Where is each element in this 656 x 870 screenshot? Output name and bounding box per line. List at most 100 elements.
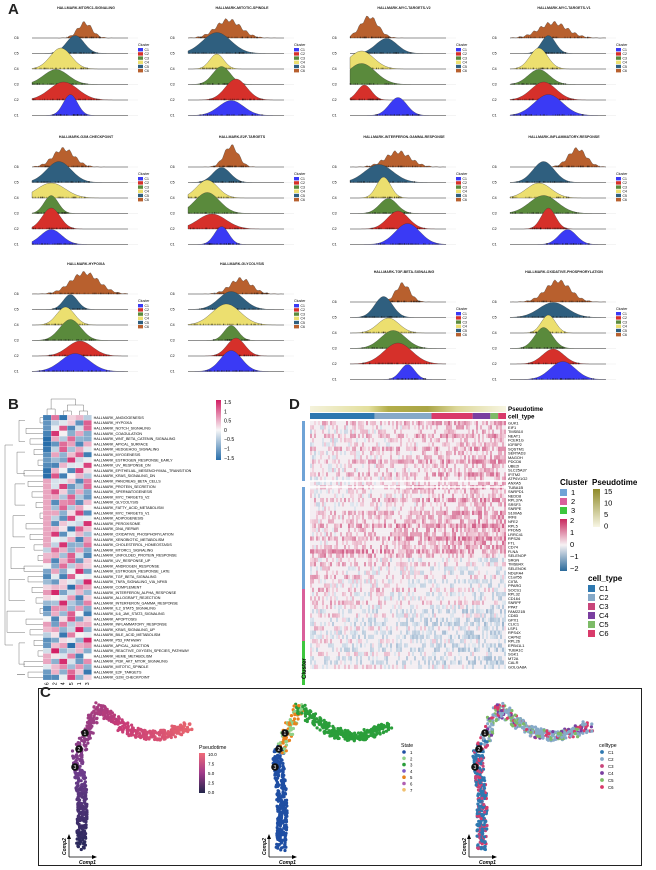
- branch-label: 2: [478, 747, 481, 753]
- legend-swatch-C3: [616, 56, 621, 60]
- heatmap-cell: [59, 436, 68, 442]
- heatmap-cell: [59, 526, 68, 532]
- heatmap-cell: [75, 637, 84, 643]
- legend-swatch-C2: [294, 308, 299, 312]
- heatmap-cell: [75, 584, 84, 590]
- ridge-ylabel: C2: [332, 362, 337, 366]
- heatmap-cell: [83, 642, 92, 649]
- gene-label: NFE2: [508, 519, 518, 524]
- ridge-ylabel: C3: [170, 339, 175, 343]
- heatmap-cell: [67, 642, 76, 649]
- colorbar-tick: 0: [224, 428, 227, 434]
- heatmap-cell: [51, 632, 60, 638]
- ridge-title: HALLMARK-OXIDATIVE-PHOSPHORYLATION: [525, 270, 603, 274]
- ridge-ylabel: C2: [332, 227, 337, 231]
- heatmap-cell: [42, 473, 52, 479]
- pseudotime-legend-tick: 7.5: [208, 762, 215, 767]
- heatmap-cell: [83, 605, 92, 612]
- legend-swatch-C5: [138, 64, 143, 69]
- ridge-density-C2: [188, 78, 284, 101]
- heatmap-cell: [67, 505, 76, 511]
- heatmap-cell: [51, 515, 60, 522]
- heatmap-cell: [51, 621, 60, 628]
- legend-label: C4: [623, 190, 627, 194]
- gene-label: RPL37A: [508, 498, 523, 503]
- legend-swatch-C2: [616, 316, 621, 320]
- legend-label: C6: [463, 198, 467, 202]
- heatmap-cell: [42, 441, 52, 447]
- ridge-svg: C6C5C4C3C2C1250050007500Ssgsea scoresClu…: [170, 144, 306, 247]
- heatmap-cell: [59, 579, 68, 585]
- heatmap-cell: [42, 478, 52, 484]
- celltype-legend-label: C1: [599, 584, 609, 593]
- celltype-legend-title: celltype: [599, 743, 617, 749]
- heatmap-cell: [83, 669, 92, 675]
- ridge-ylabel: C1: [492, 243, 497, 247]
- pseudotime-colorbar: [593, 489, 600, 527]
- legend-label: C2: [145, 181, 149, 185]
- ridge-svg: C6C5C4C3C2C10.050.100.150.200.25AUCell s…: [14, 21, 150, 118]
- legend-label: C1: [145, 48, 149, 52]
- celltype-label: cell_type: [508, 414, 535, 421]
- legend-swatch-C4: [456, 324, 461, 328]
- heatmap-colorbar: [216, 400, 221, 460]
- heatmap-cell: [59, 563, 68, 569]
- heatmap-col-label: C4: [61, 682, 67, 685]
- legend-swatch-C5: [456, 193, 461, 198]
- ridge-ylabel: C5: [14, 181, 19, 185]
- heatmap-cell: [59, 515, 68, 522]
- legend-label: C1: [623, 312, 627, 316]
- heatmap-cell: [42, 467, 52, 474]
- ridge-ylabel: C6: [170, 292, 175, 296]
- heatmap-cell: [83, 510, 92, 516]
- heatmap-cell: [83, 436, 92, 442]
- heatmap-cell: [42, 669, 52, 675]
- heatmap-cell: [83, 563, 92, 569]
- legend-label: C1: [301, 48, 305, 52]
- heatmap-cell: [51, 483, 60, 490]
- celltype-legend-swatch: [588, 594, 595, 601]
- heatmap-cell: [75, 462, 84, 469]
- legend-label: C5: [463, 194, 467, 198]
- gene-label: EIF1: [508, 425, 516, 430]
- ridge-density-C6: [32, 21, 128, 39]
- ridge-ylabel: C6: [14, 292, 19, 296]
- heatmap-row-label: HALLMARK_MYC_TARGETS_V2: [94, 495, 150, 499]
- celltype-legend-swatch: [588, 630, 595, 637]
- legend-swatch-C4: [456, 60, 461, 64]
- heatmap-cell: [42, 653, 52, 659]
- heatmap-cell: [59, 600, 68, 606]
- heatmap-cell: [59, 457, 68, 463]
- legend-label: C3: [463, 185, 467, 189]
- ridge-density-C1: [509, 94, 606, 116]
- legend-swatch-C4: [616, 60, 621, 64]
- legend-swatch-C1: [138, 304, 143, 308]
- ridge-density-C1: [350, 97, 446, 116]
- ridge-ylabel: C3: [14, 339, 19, 343]
- heatmap-cell: [59, 494, 68, 500]
- ridge-density-C2: [509, 81, 606, 101]
- celltype-legend-swatch: [588, 603, 595, 610]
- heatmap-cell: [67, 526, 76, 532]
- heatmap-cell: [59, 499, 68, 506]
- heatmap-cell: [59, 637, 68, 643]
- ridge-ylabel: C1: [332, 378, 337, 382]
- heatmap-cell: [75, 642, 84, 649]
- heatmap-cell: [75, 430, 84, 437]
- ridge-title: HALLMARK-G2M-CHECKPOINT: [58, 135, 114, 139]
- heatmap-cell: [51, 600, 60, 606]
- ridge-ylabel: C2: [170, 227, 175, 231]
- heatmap-cell: [83, 674, 92, 681]
- heatmap-cell: [83, 589, 92, 596]
- legend-label: C6: [301, 325, 305, 329]
- heatmap-row-label: HALLMARK_REACTIVE_OXYGEN_SPECIES_PATHWAY: [94, 649, 190, 653]
- heatmap-cell: [83, 664, 92, 670]
- ridge-density-C2: [188, 337, 284, 357]
- col-dendrogram: [46, 398, 88, 415]
- heatmap-cell: [42, 542, 52, 548]
- heatmap-row-label: HALLMARK_COMPLEMENT: [94, 586, 143, 590]
- ridge-plot: HALLMARK-MITOTIC-SPINDLE C6C5C4C3C2C10.05…: [168, 6, 316, 124]
- heatmap-col-label: C1: [77, 682, 83, 685]
- legend-swatch-C4: [294, 60, 299, 64]
